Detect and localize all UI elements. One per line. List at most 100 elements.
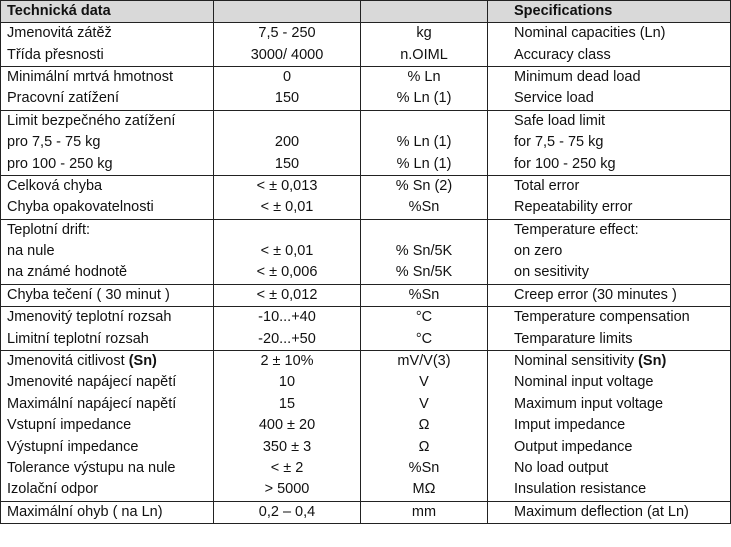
- table-cell: Imput impedance: [487, 415, 731, 437]
- table-cell: % Sn/5K: [360, 240, 488, 263]
- table-cell: Nominal capacities (Ln): [487, 22, 731, 45]
- table-cell: 400 ± 20: [213, 415, 361, 437]
- row-group: Jmenovitá zátěž 7,5 - 250 kg Nominal capaci…: [0, 22, 731, 67]
- table-cell: on sesitivity: [487, 262, 731, 285]
- table-row: Teplotní drift: Temperature effect:: [0, 219, 731, 241]
- table-cell: Vstupní impedance: [0, 415, 214, 437]
- table-cell: Repeatability error: [487, 197, 731, 220]
- row-group: Celková chyba < ± 0,013% Sn (2) Total erro…: [0, 175, 731, 220]
- table-cell: Jmenovitý teplotní rozsah: [0, 306, 214, 329]
- table-cell: 150: [213, 88, 361, 111]
- table-cell: Chyba tečení ( 30 minut ): [0, 284, 214, 307]
- table-cell: % Sn (2): [360, 175, 488, 198]
- table-cell: Výstupní impedance: [0, 436, 214, 458]
- table-cell: Nominal sensitivity (Sn): [487, 350, 731, 373]
- table-cell: 15: [213, 393, 361, 416]
- cell-text: Jmenovitá citlivost: [7, 353, 129, 370]
- table-cell: Jmenovité napájecí napětí: [0, 372, 214, 394]
- table-cell: °C: [360, 328, 488, 351]
- table-row: Limitní teplotní rozsah -20...+50 °C Tempar…: [0, 328, 731, 351]
- table-cell: %Sn: [360, 457, 488, 480]
- table-cell: %Sn: [360, 284, 488, 307]
- table-cell: Teplotní drift:: [0, 219, 214, 241]
- row-group: Limit bezpečného zatížení Safe load limit…: [0, 110, 731, 176]
- bold-text: (Sn): [638, 353, 667, 370]
- table-cell: for 7,5 - 75 kg: [487, 131, 731, 154]
- table-cell: [360, 219, 488, 241]
- table-row: Chyba opakovatelnosti < ± 0,01 %Sn Repeatab…: [0, 197, 731, 220]
- table-cell: Service load: [487, 88, 731, 111]
- table-cell: < ± 0,012: [213, 284, 361, 307]
- table-row: Maximální napájecí napětí 15 V Maximum inpu…: [0, 393, 731, 416]
- table-cell: No load output: [487, 457, 731, 480]
- table-row: pro 100 - 250 kg 150% Ln (1) for 100 - 250…: [0, 153, 731, 176]
- table-cell: kg: [360, 22, 488, 45]
- table-cell: 3000/ 4000: [213, 44, 361, 67]
- table-cell: Ω: [360, 436, 488, 458]
- table-cell: < ± 0,01: [213, 240, 361, 263]
- table-cell: 0,2 – 0,4: [213, 501, 361, 524]
- table-cell: na známé hodnotě: [0, 262, 214, 285]
- table-cell: Celková chyba: [0, 175, 214, 198]
- table-cell: 200: [213, 131, 361, 154]
- table-cell: pro 7,5 - 75 kg: [0, 131, 214, 154]
- table-cell: [213, 219, 361, 241]
- table-cell: Jmenovitá citlivost (Sn): [0, 350, 214, 373]
- table-cell: % Ln (1): [360, 153, 488, 176]
- table-cell: Izolační odpor: [0, 479, 214, 502]
- header-cell: [360, 0, 488, 23]
- table-cell: Temperature compensation: [487, 306, 731, 329]
- table-row: Limit bezpečného zatížení Safe load limit: [0, 110, 731, 132]
- table-row: Vstupní impedance 400 ± 20 Ω Imput impedanc…: [0, 415, 731, 437]
- table-cell: 150: [213, 153, 361, 176]
- table-row: Jmenovitá zátěž 7,5 - 250 kg Nominal capaci…: [0, 22, 731, 45]
- row-group: Jmenovitý teplotní rozsah -10...+40 °C Temp…: [0, 306, 731, 351]
- table-cell: Minimum dead load: [487, 66, 731, 89]
- table-cell: Minimální mrtvá hmotnost: [0, 66, 214, 89]
- table-cell: < ± 2: [213, 457, 361, 480]
- table-cell: 7,5 - 250: [213, 22, 361, 45]
- table-cell: °C: [360, 306, 488, 329]
- table-cell: on zero: [487, 240, 731, 263]
- table-cell: % Ln (1): [360, 131, 488, 154]
- table-row: Jmenovitý teplotní rozsah -10...+40 °C Temp…: [0, 306, 731, 329]
- table-cell: -10...+40: [213, 306, 361, 329]
- table-cell: Safe load limit: [487, 110, 731, 132]
- table-cell: Temperature effect:: [487, 219, 731, 241]
- table-cell: % Ln: [360, 66, 488, 89]
- table-row: na známé hodnotě < ± 0,006% Sn/5K on sesit…: [0, 262, 731, 285]
- table-cell: Accuracy class: [487, 44, 731, 67]
- table-cell: Total error: [487, 175, 731, 198]
- header-row: Technická data Specifications: [0, 0, 731, 23]
- header-cell: [213, 0, 361, 23]
- table-cell: Jmenovitá zátěž: [0, 22, 214, 45]
- table-row: Pracovní zatížení 150% Ln (1) Service load: [0, 88, 731, 111]
- table-cell: MΩ: [360, 479, 488, 502]
- table-cell: Třída přesnosti: [0, 44, 214, 67]
- table-cell: [360, 110, 488, 132]
- row-group: Jmenovitá citlivost (Sn) 2 ± 10% mV/V(3) No…: [0, 350, 731, 502]
- table-cell: 10: [213, 372, 361, 394]
- table-row: Maximální ohyb ( na Ln) 0,2 – 0,4 mm Maximu…: [0, 501, 731, 524]
- row-group: Maximální ohyb ( na Ln) 0,2 – 0,4 mm Maximu…: [0, 501, 731, 524]
- table-row: na nule < ± 0,01% Sn/5K on zero: [0, 240, 731, 263]
- table-row: Jmenovitá citlivost (Sn) 2 ± 10% mV/V(3) No…: [0, 350, 731, 373]
- table-cell: Pracovní zatížení: [0, 88, 214, 111]
- table-cell: % Ln (1): [360, 88, 488, 111]
- table-cell: Output impedance: [487, 436, 731, 458]
- table-cell: for 100 - 250 kg: [487, 153, 731, 176]
- table-cell: n.OIML: [360, 44, 488, 67]
- table-cell: Chyba opakovatelnosti: [0, 197, 214, 220]
- table-cell: % Sn/5K: [360, 262, 488, 285]
- table-cell: Limit bezpečného zatížení: [0, 110, 214, 132]
- row-group: Teplotní drift: Temperature effect: na nul…: [0, 219, 731, 285]
- table-cell: %Sn: [360, 197, 488, 220]
- cell-text: Nominal sensitivity: [514, 353, 639, 370]
- header-cell: Specifications: [487, 0, 731, 23]
- table-cell: Maximum input voltage: [487, 393, 731, 416]
- table-cell: mm: [360, 501, 488, 524]
- table-cell: 0: [213, 66, 361, 89]
- row-group: Minimální mrtvá hmotnost 0% Ln Minimum dea…: [0, 66, 731, 111]
- bold-text: (Sn): [128, 353, 157, 370]
